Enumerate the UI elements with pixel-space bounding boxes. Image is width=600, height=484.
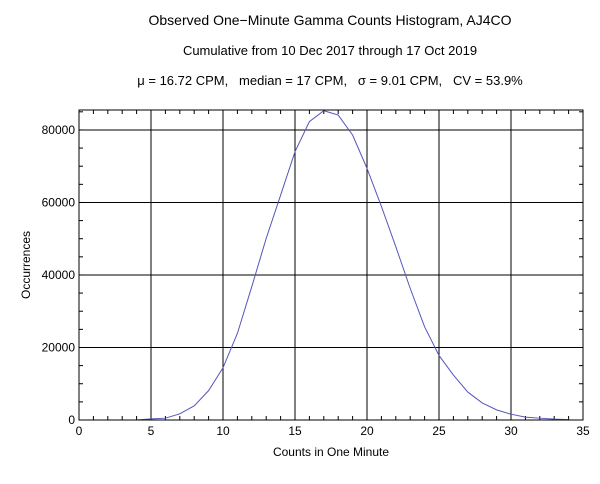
chart-title: Observed One−Minute Gamma Counts Histogr… — [149, 12, 512, 28]
chart-subtitle: Cumulative from 10 Dec 2017 through 17 O… — [183, 43, 477, 58]
tick-labels: 0 5 10 15 20 25 30 35 0 20000 40000 60000 80000 — [42, 123, 590, 438]
x-tick-label: 5 — [148, 424, 155, 438]
grid — [78, 110, 584, 421]
x-tick-label: 30 — [504, 424, 518, 438]
y-tick-label: 40000 — [42, 268, 76, 282]
y-tick-label: 20000 — [42, 340, 76, 354]
x-tick-label: 15 — [288, 424, 302, 438]
y-axis-label: Occurrences — [19, 231, 33, 299]
x-axis-label: Counts in One Minute — [273, 445, 389, 459]
plot-frame — [78, 109, 584, 421]
x-tick-label: 25 — [432, 424, 446, 438]
series-line — [136, 110, 569, 421]
x-tick-label: 35 — [576, 424, 590, 438]
y-tick-label: 80000 — [42, 123, 76, 137]
x-tick-label: 10 — [216, 424, 230, 438]
x-tick-label: 0 — [76, 424, 83, 438]
y-tick-label: 0 — [68, 413, 75, 427]
chart-stats: μ = 16.72 CPM, median = 17 CPM, σ = 9.01… — [137, 73, 523, 88]
x-tick-label: 20 — [360, 424, 374, 438]
y-tick-label: 60000 — [42, 195, 76, 209]
